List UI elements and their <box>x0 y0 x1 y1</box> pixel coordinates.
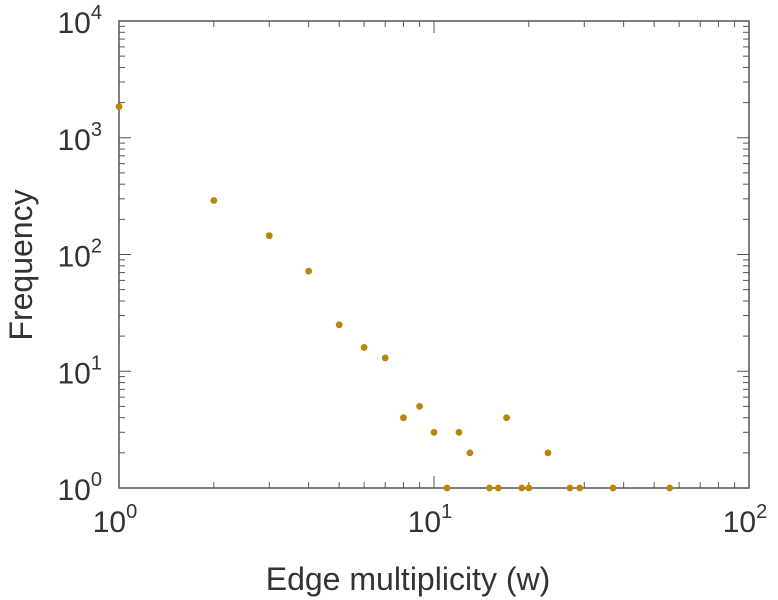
data-point <box>525 484 533 492</box>
data-point <box>443 484 451 492</box>
y-tick-label: 102 <box>58 236 103 274</box>
data-point <box>381 354 389 362</box>
x-tick-label: 102 <box>723 501 768 539</box>
data-point <box>416 402 423 410</box>
data-point <box>430 428 438 436</box>
data-point <box>494 484 502 492</box>
x-tick-label: 101 <box>408 501 453 539</box>
data-point <box>666 484 674 492</box>
data-point <box>544 449 552 457</box>
data-point <box>518 484 526 492</box>
plot-frame <box>118 20 750 489</box>
data-point <box>609 484 617 492</box>
data-point <box>503 414 510 422</box>
data-point <box>400 414 407 422</box>
data-point <box>335 321 343 329</box>
data-point <box>265 232 273 240</box>
major-ticks <box>118 20 750 489</box>
y-tick-labels: 100 101 102 103 104 <box>58 2 103 507</box>
y-tick-label: 103 <box>58 119 103 157</box>
x-tick-labels: 100 101 102 <box>93 501 768 539</box>
x-tick-label: 100 <box>93 501 138 539</box>
y-tick-label: 101 <box>58 352 103 390</box>
x-axis-label: Edge multiplicity (w) <box>266 561 551 597</box>
data-point <box>305 267 313 275</box>
y-tick-label: 104 <box>58 2 103 40</box>
data-point <box>486 484 493 492</box>
data-point <box>466 449 474 457</box>
data-point <box>360 344 368 351</box>
data-point <box>115 103 123 110</box>
y-axis-label: Frequency <box>3 189 39 340</box>
minor-ticks <box>119 21 749 488</box>
data-point <box>455 428 463 436</box>
data-point <box>576 484 584 492</box>
data-point <box>210 197 218 204</box>
data-point <box>566 484 574 492</box>
data-points <box>115 103 674 492</box>
y-tick-label: 100 <box>58 469 103 507</box>
